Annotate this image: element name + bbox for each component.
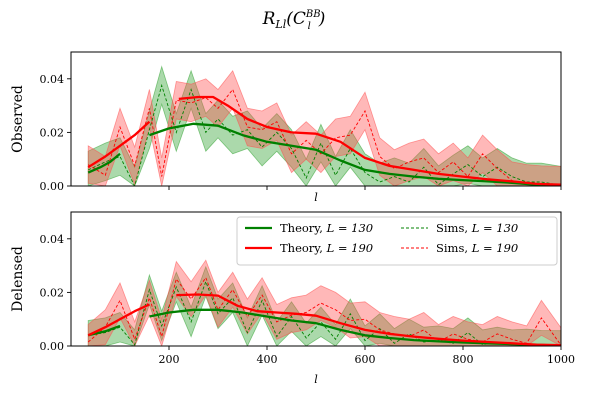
theory-130-segment-1: [149, 308, 561, 346]
x-tick-label: 200: [159, 353, 180, 366]
y-tick-label: 0.02: [40, 126, 65, 139]
axes-frame: [70, 211, 562, 347]
y-tick-label: 0.04: [40, 73, 65, 86]
sims-190-line: [87, 88, 561, 186]
x-tick-label: 1000: [547, 353, 575, 366]
legend-box: [236, 216, 558, 266]
theory-190-segment-1: [178, 95, 561, 186]
theory-190-segment-1: [176, 293, 561, 346]
panel-delensed: 0.00 0.02 0.04 200 400 600 800 1000 Delensed l: [10, 211, 575, 386]
sims-190-band: [87, 259, 561, 346]
y-tick-label: 0.02: [40, 286, 65, 299]
sims-130-line: [88, 83, 561, 186]
axes-frame: [70, 51, 562, 187]
legend-label: Theory, L = 190: [280, 241, 373, 255]
figure-title: RLl(CBB l): [262, 9, 326, 32]
y-tick-label: 0.04: [40, 233, 65, 246]
x-axis-title: l: [314, 373, 318, 386]
x-tick-label: 800: [453, 353, 474, 366]
plot-area: [87, 259, 561, 346]
theory-130-segment-1: [149, 122, 561, 186]
plot-area: [87, 65, 561, 186]
y-tick-label: 0.00: [40, 180, 65, 193]
theory-130-segment-0: [87, 152, 121, 174]
x-tick-label: 400: [257, 353, 278, 366]
legend-label: Sims, L = 130: [436, 221, 518, 235]
panel-observed: 0.00 0.02 0.04 Observed l: [10, 51, 562, 204]
theory-130-segment-0: [87, 324, 121, 337]
y-axis-title: Delensed: [10, 246, 26, 312]
x-tick-label: 600: [355, 353, 376, 366]
y-axis-title: Observed: [10, 85, 26, 153]
legend-label: Theory, L = 130: [280, 221, 373, 235]
legend: Theory, L = 130 Theory, L = 190 Sims, L = …: [236, 216, 558, 266]
legend-label: Sims, L = 190: [436, 241, 518, 255]
y-tick-label: 0.00: [40, 340, 65, 353]
x-axis-title: l: [314, 191, 318, 204]
theory-190-segment-0: [87, 120, 151, 169]
theory-190-segment-0: [87, 303, 150, 337]
